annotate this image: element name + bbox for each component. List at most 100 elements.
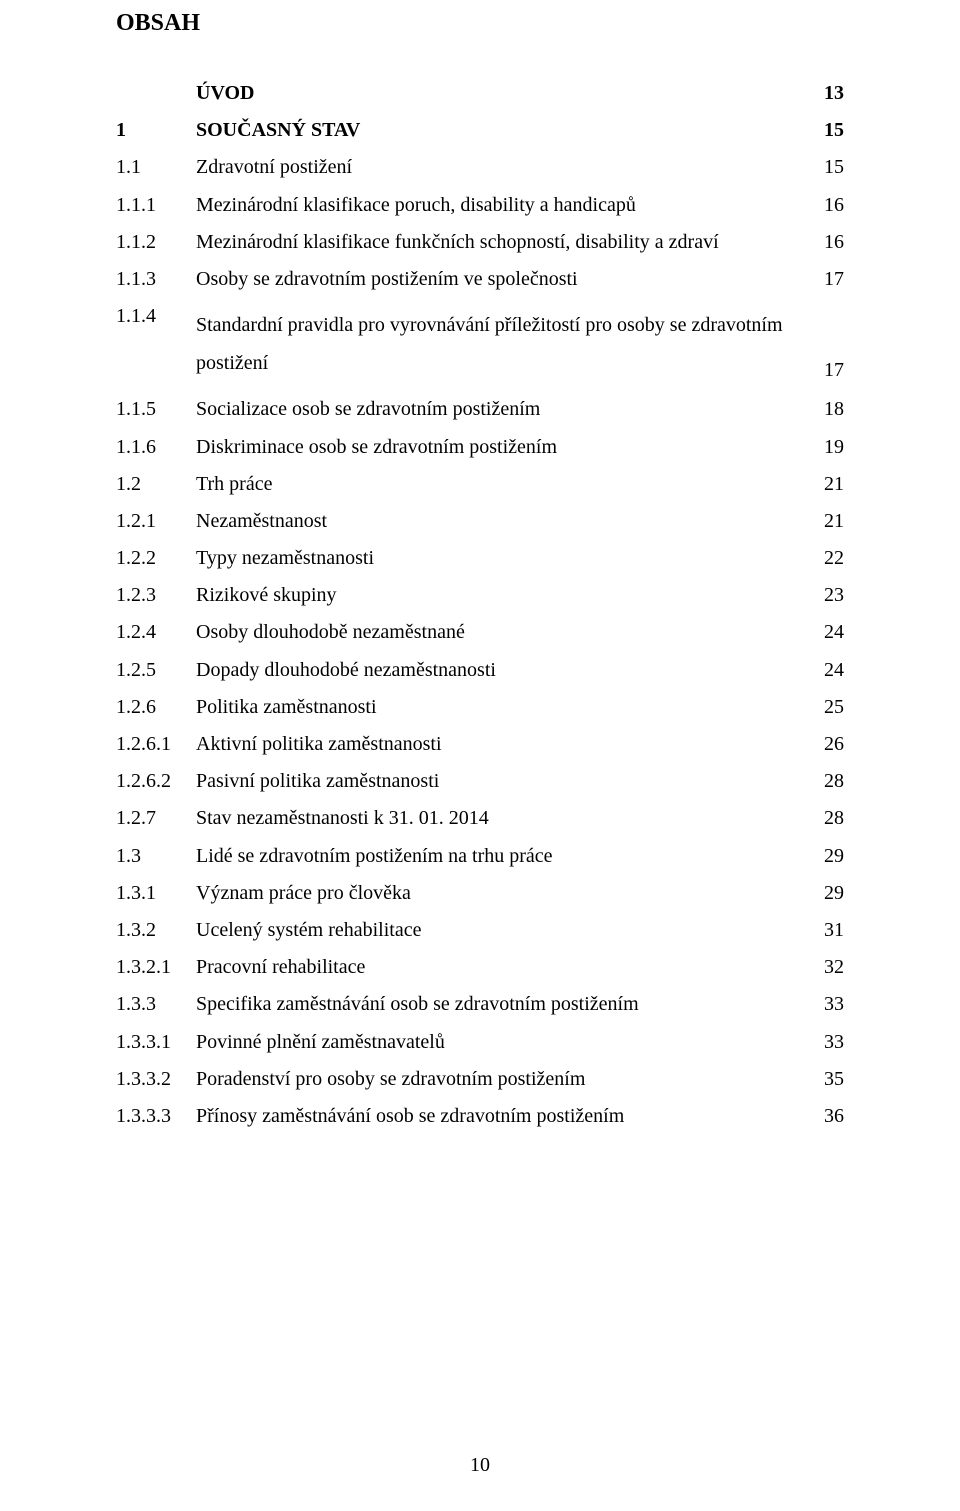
- toc-entry-page: 33: [804, 1032, 844, 1052]
- toc-entry-number: 1.3.3.2: [116, 1069, 196, 1089]
- toc-entry-title: Politika zaměstnanosti: [196, 697, 804, 717]
- toc-entry-number: 1.2.5: [116, 660, 196, 680]
- toc-row: 1.2.6.2Pasivní politika zaměstnanosti28: [116, 771, 844, 791]
- toc-entry-page: 32: [804, 957, 844, 977]
- toc-entry-title: Přínosy zaměstnávání osob se zdravotním …: [196, 1106, 804, 1126]
- toc-entry-number: 1.2.4: [116, 622, 196, 642]
- toc-entry-page: 26: [804, 734, 844, 754]
- toc-entry-number: 1.2.2: [116, 548, 196, 568]
- toc-row: 1.2.5Dopady dlouhodobé nezaměstnanosti24: [116, 660, 844, 680]
- toc-entry-page: 23: [804, 585, 844, 605]
- toc-entry-title: Význam práce pro člověka: [196, 883, 804, 903]
- toc-entry-title: Zdravotní postižení: [196, 157, 804, 177]
- toc-entry-title: Povinné plnění zaměstnavatelů: [196, 1032, 804, 1052]
- toc-entry-page: 17: [804, 360, 844, 382]
- toc-entry-page: 21: [804, 474, 844, 494]
- toc-entry-title: Pracovní rehabilitace: [196, 957, 804, 977]
- toc-row: 1.2.2Typy nezaměstnanosti22: [116, 548, 844, 568]
- toc-entry-page: 22: [804, 548, 844, 568]
- toc-row: 1.3Lidé se zdravotním postižením na trhu…: [116, 846, 844, 866]
- toc-entry-title: Ucelený systém rehabilitace: [196, 920, 804, 940]
- toc-entry-page: 21: [804, 511, 844, 531]
- page-number: 10: [0, 1454, 960, 1477]
- toc-entry-page: 24: [804, 622, 844, 642]
- toc-entry-number: 1.1.5: [116, 399, 196, 419]
- toc-row: 1.3.3Specifika zaměstnávání osob se zdra…: [116, 994, 844, 1014]
- toc-entry-number: 1.1.6: [116, 437, 196, 457]
- toc-entry-number: 1.3: [116, 846, 196, 866]
- toc-entry-title: Pasivní politika zaměstnanosti: [196, 771, 804, 791]
- toc-heading: OBSAH: [116, 10, 844, 37]
- toc-entry-page: 28: [804, 808, 844, 828]
- toc-list: ÚVOD131SOUČASNÝ STAV151.1Zdravotní posti…: [116, 83, 844, 1126]
- toc-entry-number: 1.2.7: [116, 808, 196, 828]
- toc-row: 1.3.2Ucelený systém rehabilitace31: [116, 920, 844, 940]
- toc-entry-title: Nezaměstnanost: [196, 511, 804, 531]
- toc-entry-title: Standardní pravidla pro vyrovnávání příl…: [196, 306, 804, 382]
- toc-entry-title: ÚVOD: [196, 83, 804, 103]
- toc-row: 1.2.1Nezaměstnanost21: [116, 511, 844, 531]
- toc-entry-page: 31: [804, 920, 844, 940]
- toc-row: 1.2.6Politika zaměstnanosti25: [116, 697, 844, 717]
- toc-row: 1.1.4Standardní pravidla pro vyrovnávání…: [116, 306, 844, 382]
- toc-entry-title: Stav nezaměstnanosti k 31. 01. 2014: [196, 808, 804, 828]
- toc-entry-number: 1.1.3: [116, 269, 196, 289]
- toc-entry-title: Typy nezaměstnanosti: [196, 548, 804, 568]
- toc-entry-page: 28: [804, 771, 844, 791]
- toc-entry-number: 1.1.4: [116, 306, 196, 326]
- toc-entry-title: Aktivní politika zaměstnanosti: [196, 734, 804, 754]
- toc-entry-page: 29: [804, 883, 844, 903]
- toc-row: 1.1.5Socializace osob se zdravotním post…: [116, 399, 844, 419]
- toc-entry-title: SOUČASNÝ STAV: [196, 120, 804, 140]
- toc-row: 1.3.3.2Poradenství pro osoby se zdravotn…: [116, 1069, 844, 1089]
- toc-entry-page: 16: [804, 195, 844, 215]
- toc-entry-title: Osoby se zdravotním postižením ve společ…: [196, 269, 804, 289]
- toc-entry-title: Osoby dlouhodobě nezaměstnané: [196, 622, 804, 642]
- toc-entry-page: 15: [804, 120, 844, 140]
- toc-entry-title: Trh práce: [196, 474, 804, 494]
- toc-row: 1.2Trh práce21: [116, 474, 844, 494]
- toc-entry-title: Lidé se zdravotním postižením na trhu pr…: [196, 846, 804, 866]
- toc-entry-title: Diskriminace osob se zdravotním postižen…: [196, 437, 804, 457]
- toc-entry-number: 1.2.6: [116, 697, 196, 717]
- toc-entry-page: 25: [804, 697, 844, 717]
- toc-row: 1.3.3.1Povinné plnění zaměstnavatelů33: [116, 1032, 844, 1052]
- toc-entry-page: 24: [804, 660, 844, 680]
- toc-entry-page: 18: [804, 399, 844, 419]
- toc-row: ÚVOD13: [116, 83, 844, 103]
- toc-entry-number: 1.1.2: [116, 232, 196, 252]
- toc-entry-number: 1.3.3: [116, 994, 196, 1014]
- toc-entry-page: 33: [804, 994, 844, 1014]
- toc-entry-number: 1.2.3: [116, 585, 196, 605]
- toc-row: 1.2.7Stav nezaměstnanosti k 31. 01. 2014…: [116, 808, 844, 828]
- toc-entry-title: Socializace osob se zdravotním postižení…: [196, 399, 804, 419]
- toc-entry-page: 15: [804, 157, 844, 177]
- toc-entry-number: 1.3.3.1: [116, 1032, 196, 1052]
- toc-entry-number: 1.2: [116, 474, 196, 494]
- toc-row: 1.2.3Rizikové skupiny23: [116, 585, 844, 605]
- toc-entry-page: 29: [804, 846, 844, 866]
- toc-entry-title: Dopady dlouhodobé nezaměstnanosti: [196, 660, 804, 680]
- toc-entry-page: 35: [804, 1069, 844, 1089]
- toc-entry-number: 1.1: [116, 157, 196, 177]
- toc-entry-number: 1.1.1: [116, 195, 196, 215]
- toc-row: 1.1.6Diskriminace osob se zdravotním pos…: [116, 437, 844, 457]
- toc-row: 1.1.3Osoby se zdravotním postižením ve s…: [116, 269, 844, 289]
- toc-row: 1.1.1Mezinárodní klasifikace poruch, dis…: [116, 195, 844, 215]
- toc-entry-page: 19: [804, 437, 844, 457]
- toc-entry-title: Rizikové skupiny: [196, 585, 804, 605]
- toc-entry-page: 13: [804, 83, 844, 103]
- toc-entry-title: Mezinárodní klasifikace funkčních schopn…: [196, 232, 804, 252]
- toc-entry-page: 17: [804, 269, 844, 289]
- toc-entry-title: Specifika zaměstnávání osob se zdravotní…: [196, 994, 804, 1014]
- toc-row: 1.3.3.3Přínosy zaměstnávání osob se zdra…: [116, 1106, 844, 1126]
- toc-entry-number: 1.3.2: [116, 920, 196, 940]
- toc-entry-number: 1.2.1: [116, 511, 196, 531]
- toc-entry-number: 1.3.2.1: [116, 957, 196, 977]
- toc-entry-number: 1.2.6.2: [116, 771, 196, 791]
- toc-entry-number: 1.3.3.3: [116, 1106, 196, 1126]
- toc-entry-page: 36: [804, 1106, 844, 1126]
- toc-entry-number: 1.3.1: [116, 883, 196, 903]
- toc-entry-page: 16: [804, 232, 844, 252]
- toc-row: 1.3.2.1Pracovní rehabilitace32: [116, 957, 844, 977]
